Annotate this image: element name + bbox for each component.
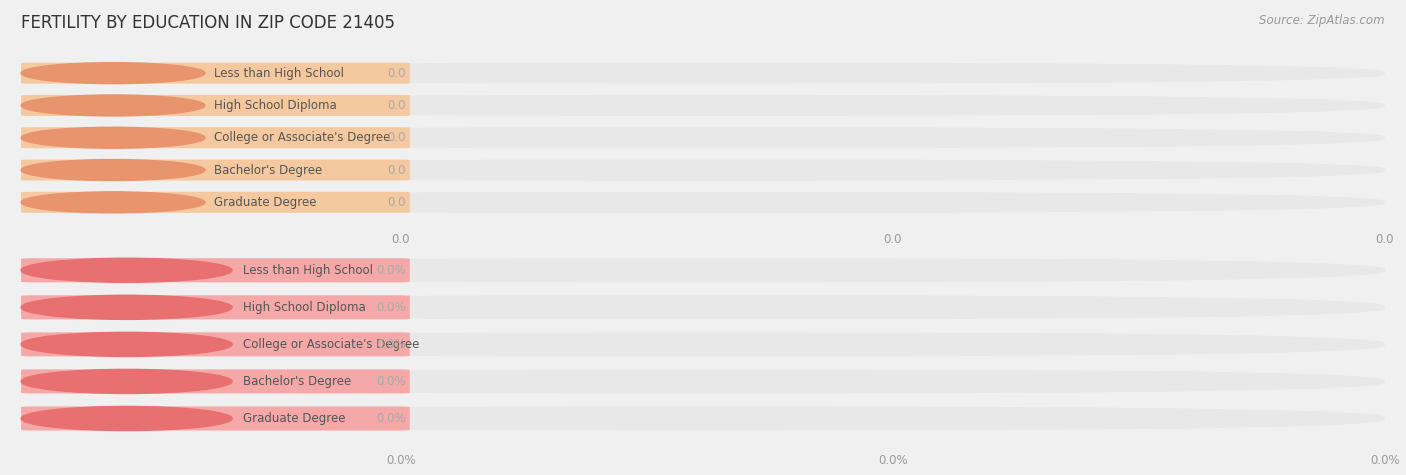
- Circle shape: [21, 407, 232, 430]
- Text: High School Diploma: High School Diploma: [214, 99, 337, 112]
- Circle shape: [21, 370, 232, 393]
- Text: 0.0: 0.0: [883, 233, 903, 246]
- Text: 0.0%: 0.0%: [375, 375, 405, 388]
- Text: 0.0%: 0.0%: [375, 412, 405, 425]
- Text: Source: ZipAtlas.com: Source: ZipAtlas.com: [1260, 14, 1385, 27]
- Circle shape: [21, 160, 205, 180]
- Text: 0.0%: 0.0%: [375, 301, 405, 314]
- FancyBboxPatch shape: [21, 160, 409, 180]
- Circle shape: [21, 295, 232, 319]
- Text: Less than High School: Less than High School: [214, 66, 344, 80]
- Circle shape: [21, 127, 205, 148]
- FancyBboxPatch shape: [21, 192, 409, 213]
- FancyBboxPatch shape: [21, 127, 409, 148]
- Text: 0.0%: 0.0%: [877, 454, 908, 466]
- Circle shape: [21, 63, 205, 84]
- Text: 0.0: 0.0: [387, 66, 405, 80]
- Circle shape: [21, 258, 232, 282]
- Text: College or Associate's Degree: College or Associate's Degree: [214, 131, 391, 144]
- FancyBboxPatch shape: [21, 192, 1385, 213]
- Text: 0.0: 0.0: [387, 99, 405, 112]
- Text: Graduate Degree: Graduate Degree: [243, 412, 344, 425]
- Circle shape: [21, 332, 232, 356]
- FancyBboxPatch shape: [21, 95, 1385, 116]
- FancyBboxPatch shape: [21, 95, 409, 116]
- Text: 0.0: 0.0: [1375, 233, 1395, 246]
- Text: FERTILITY BY EDUCATION IN ZIP CODE 21405: FERTILITY BY EDUCATION IN ZIP CODE 21405: [21, 14, 395, 32]
- Text: High School Diploma: High School Diploma: [243, 301, 366, 314]
- FancyBboxPatch shape: [21, 258, 1385, 282]
- Text: 0.0: 0.0: [391, 233, 411, 246]
- FancyBboxPatch shape: [21, 407, 1385, 430]
- FancyBboxPatch shape: [21, 258, 409, 282]
- Text: Bachelor's Degree: Bachelor's Degree: [243, 375, 352, 388]
- Text: 0.0%: 0.0%: [385, 454, 416, 466]
- FancyBboxPatch shape: [21, 63, 1385, 84]
- Text: Bachelor's Degree: Bachelor's Degree: [214, 163, 322, 177]
- FancyBboxPatch shape: [21, 332, 1385, 356]
- FancyBboxPatch shape: [21, 127, 1385, 148]
- FancyBboxPatch shape: [21, 295, 409, 319]
- FancyBboxPatch shape: [21, 370, 1385, 393]
- FancyBboxPatch shape: [21, 370, 409, 393]
- Text: 0.0: 0.0: [387, 196, 405, 209]
- Text: 0.0: 0.0: [387, 131, 405, 144]
- Text: 0.0%: 0.0%: [375, 264, 405, 277]
- Text: 0.0%: 0.0%: [1369, 454, 1400, 466]
- FancyBboxPatch shape: [21, 160, 1385, 180]
- FancyBboxPatch shape: [21, 295, 1385, 319]
- Circle shape: [21, 95, 205, 116]
- FancyBboxPatch shape: [21, 407, 409, 430]
- Text: College or Associate's Degree: College or Associate's Degree: [243, 338, 419, 351]
- Text: 0.0: 0.0: [387, 163, 405, 177]
- Text: Less than High School: Less than High School: [243, 264, 373, 277]
- Text: Graduate Degree: Graduate Degree: [214, 196, 316, 209]
- FancyBboxPatch shape: [21, 63, 409, 84]
- Circle shape: [21, 192, 205, 213]
- FancyBboxPatch shape: [21, 332, 409, 356]
- Text: 0.0%: 0.0%: [375, 338, 405, 351]
